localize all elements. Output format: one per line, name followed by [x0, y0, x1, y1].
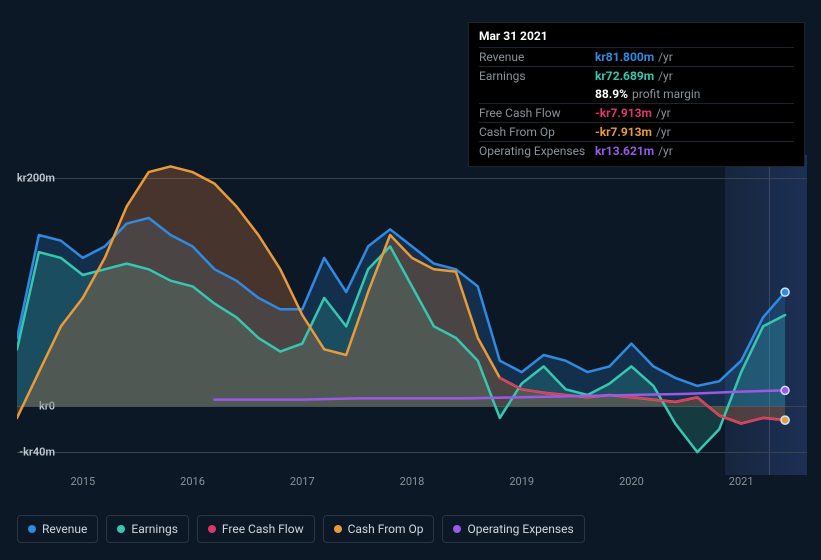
- tooltip-value: 88.9%: [595, 87, 628, 101]
- x-axis-label: 2015: [70, 475, 95, 488]
- chart-svg: [17, 155, 807, 475]
- legend-label: Revenue: [42, 522, 87, 536]
- x-axis-label: 2019: [509, 475, 534, 488]
- tooltip-label: Earnings: [479, 69, 595, 83]
- tooltip-value: kr81.800m: [595, 50, 654, 64]
- tooltip-panel: Mar 31 2021 Revenuekr81.800m/yrEarningsk…: [468, 22, 805, 167]
- x-axis-label: 2016: [180, 475, 205, 488]
- tooltip-unit: /yr: [658, 50, 673, 64]
- tooltip-unit: /yr: [656, 106, 671, 120]
- chart[interactable]: kr200mkr0-kr40m: [17, 155, 807, 475]
- tooltip-label: Revenue: [479, 50, 595, 64]
- legend-item-earnings[interactable]: Earnings: [106, 515, 189, 543]
- legend-swatch: [117, 525, 125, 533]
- legend-swatch: [453, 525, 461, 533]
- tooltip-row: Operating Expenseskr13.621m/yr: [479, 141, 794, 160]
- legend-swatch: [28, 525, 36, 533]
- legend-label: Free Cash Flow: [222, 522, 304, 536]
- series-end-marker: [781, 386, 789, 394]
- legend-swatch: [208, 525, 216, 533]
- x-axis: 2015 2016 2017 2018 2019 2020 2021: [17, 475, 807, 491]
- tooltip-value: kr13.621m: [595, 144, 654, 158]
- legend-item-operating-expenses[interactable]: Operating Expenses: [442, 515, 584, 543]
- tooltip-unit: profit margin: [632, 87, 700, 101]
- legend-item-free-cash-flow[interactable]: Free Cash Flow: [197, 515, 315, 543]
- tooltip-label: Operating Expenses: [479, 144, 595, 158]
- series-end-marker: [781, 288, 789, 296]
- tooltip-label: Cash From Op: [479, 125, 595, 139]
- x-axis-label: 2017: [290, 475, 315, 488]
- tooltip-row: Earningskr72.689m/yr: [479, 66, 794, 85]
- tooltip-value: kr72.689m: [595, 69, 654, 83]
- x-axis-label: 2021: [729, 475, 754, 488]
- tooltip-date: Mar 31 2021: [479, 29, 794, 47]
- tooltip-row: Free Cash Flow-kr7.913m/yr: [479, 103, 794, 122]
- legend-item-revenue[interactable]: Revenue: [17, 515, 98, 543]
- legend-label: Cash From Op: [348, 522, 424, 536]
- series-end-marker: [781, 416, 789, 424]
- tooltip-row: 88.9% profit margin: [479, 85, 794, 103]
- x-axis-label: 2020: [619, 475, 644, 488]
- legend-label: Earnings: [131, 522, 178, 536]
- tooltip-row: Cash From Op-kr7.913m/yr: [479, 122, 794, 141]
- legend-swatch: [334, 525, 342, 533]
- tooltip-label: Free Cash Flow: [479, 106, 595, 120]
- tooltip-value: -kr7.913m: [595, 125, 652, 139]
- legend-label: Operating Expenses: [467, 522, 573, 536]
- tooltip-unit: /yr: [658, 69, 673, 83]
- tooltip-row: Revenuekr81.800m/yr: [479, 47, 794, 66]
- legend-item-cash-from-op[interactable]: Cash From Op: [323, 515, 435, 543]
- x-axis-label: 2018: [400, 475, 425, 488]
- tooltip-unit: /yr: [656, 125, 671, 139]
- legend: Revenue Earnings Free Cash Flow Cash From O…: [17, 515, 585, 543]
- tooltip-unit: /yr: [658, 144, 673, 158]
- tooltip-value: -kr7.913m: [595, 106, 652, 120]
